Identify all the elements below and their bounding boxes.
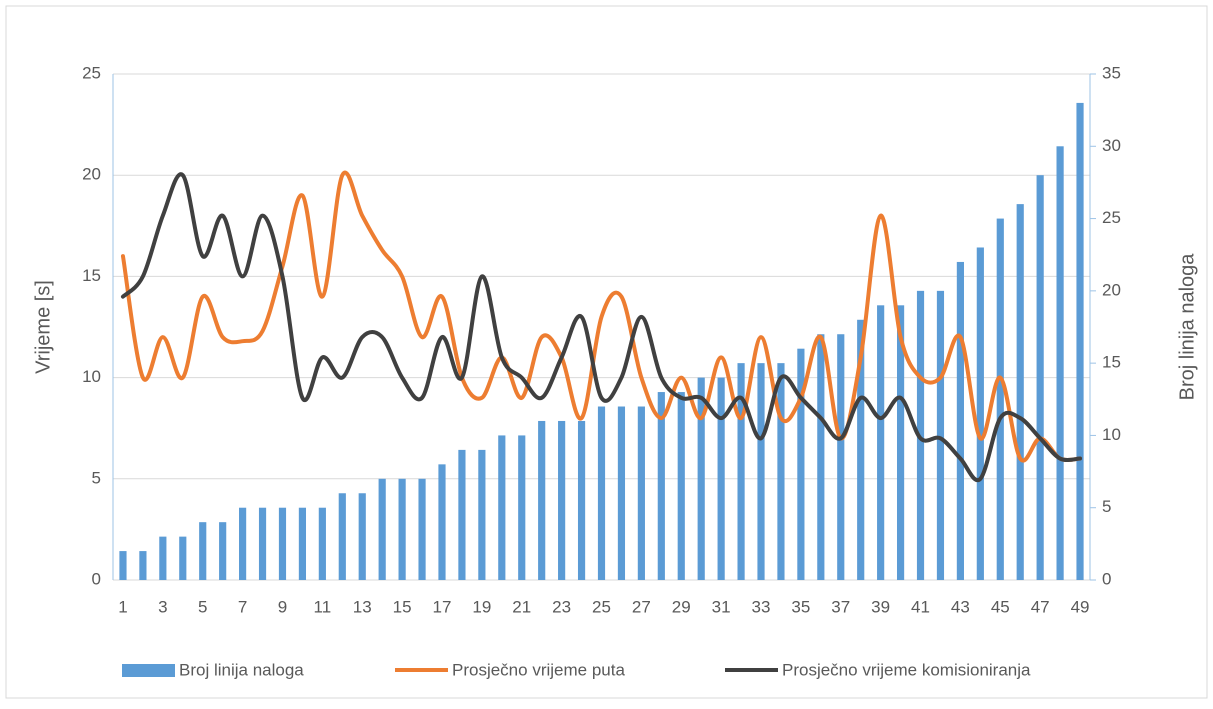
x-tick-label: 29 — [672, 597, 691, 616]
x-tick-label: 25 — [592, 597, 611, 616]
legend-label: Broj linija naloga — [179, 660, 304, 679]
chart-border — [5, 5, 1208, 699]
x-tick-label: 47 — [1031, 597, 1050, 616]
y-tick-label: 20 — [82, 165, 101, 184]
bar — [697, 377, 705, 580]
y2-tick-label: 25 — [1102, 208, 1121, 227]
bar — [438, 464, 446, 580]
x-tick-label: 49 — [1071, 597, 1090, 616]
bar — [637, 406, 645, 580]
bar — [956, 261, 964, 580]
bar — [139, 551, 147, 580]
y2-tick-label: 20 — [1102, 280, 1121, 299]
x-tick-label: 39 — [871, 597, 890, 616]
y2-tick-label: 15 — [1102, 353, 1121, 372]
bar — [996, 218, 1004, 581]
bar — [1016, 204, 1024, 580]
bar — [298, 507, 307, 580]
bar — [657, 392, 665, 580]
bar — [478, 449, 486, 580]
bar — [597, 406, 606, 580]
bar — [837, 334, 845, 580]
bar — [159, 536, 167, 580]
x-tick-label: 15 — [393, 597, 412, 616]
x-tick-label: 13 — [353, 597, 372, 616]
bar — [877, 305, 885, 580]
bar — [677, 392, 685, 580]
bar — [717, 377, 725, 580]
bar — [1076, 102, 1084, 581]
x-tick-label: 11 — [314, 597, 332, 616]
y2-tick-label: 30 — [1102, 136, 1121, 155]
bar — [378, 478, 386, 580]
y-tick-label: 25 — [82, 63, 101, 82]
y2-tick-label: 5 — [1102, 497, 1111, 516]
bar — [258, 507, 267, 580]
bar — [318, 507, 326, 580]
x-tick-label: 43 — [951, 597, 970, 616]
bar — [817, 334, 825, 580]
x-tick-label: 31 — [712, 597, 731, 616]
bar — [119, 551, 127, 580]
bar — [498, 435, 506, 580]
y2-tick-label: 35 — [1102, 63, 1121, 82]
bar — [278, 507, 287, 580]
bar — [617, 406, 626, 580]
x-tick-label: 17 — [433, 597, 452, 616]
x-tick-label: 27 — [632, 597, 651, 616]
y-tick-label: 15 — [82, 266, 101, 285]
bar — [797, 348, 805, 580]
y-tick-label: 5 — [92, 468, 101, 487]
x-tick-label: 3 — [158, 597, 167, 616]
bar — [857, 319, 865, 580]
y2-tick-label: 10 — [1102, 425, 1121, 444]
bar — [558, 420, 566, 580]
y2-axis-title: Broj linija naloga — [1176, 253, 1198, 401]
bar — [976, 247, 984, 580]
x-tick-label: 1 — [118, 597, 127, 616]
bar — [577, 420, 586, 580]
bar — [239, 507, 247, 580]
y-axis-title: Vrijeme [s] — [32, 280, 54, 374]
x-tick-label: 35 — [791, 597, 810, 616]
x-tick-label: 37 — [831, 597, 850, 616]
bar — [398, 478, 406, 580]
x-tick-label: 5 — [198, 597, 207, 616]
legend-label: Prosječno vrijeme komisioniranja — [782, 660, 1031, 679]
bar — [896, 305, 905, 580]
x-tick-label: 19 — [472, 597, 491, 616]
bar — [458, 449, 466, 580]
bar — [418, 478, 426, 580]
legend-label: Prosječno vrijeme puta — [452, 660, 625, 679]
bar — [936, 290, 945, 580]
x-tick-label: 41 — [911, 597, 930, 616]
bar — [777, 363, 785, 580]
line — [120, 172, 1083, 483]
y2-tick-label: 0 — [1102, 569, 1111, 588]
line — [120, 170, 1083, 463]
bar — [757, 363, 765, 580]
bar — [538, 420, 546, 580]
x-tick-label: 33 — [752, 597, 771, 616]
x-tick-label: 21 — [512, 597, 531, 616]
x-tick-label: 45 — [991, 597, 1010, 616]
bar — [219, 522, 227, 580]
x-tick-label: 7 — [238, 597, 247, 616]
x-tick-label: 9 — [278, 597, 287, 616]
legend-swatch — [122, 664, 175, 677]
bar — [199, 522, 207, 580]
y-tick-label: 0 — [92, 569, 101, 588]
bar — [737, 363, 745, 580]
bar — [518, 435, 526, 580]
bar — [338, 493, 346, 580]
y-tick-label: 10 — [82, 367, 101, 386]
bar — [1036, 175, 1044, 580]
bar — [358, 493, 366, 580]
bar — [179, 536, 187, 580]
bar — [1056, 146, 1064, 581]
x-tick-label: 23 — [552, 597, 571, 616]
